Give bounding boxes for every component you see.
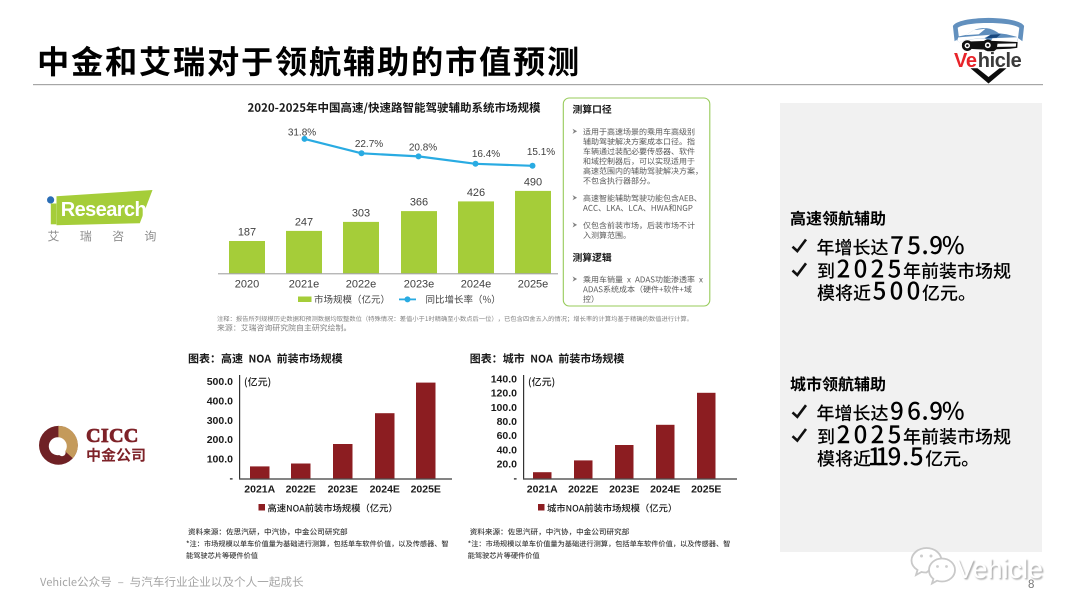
svg-text:2022E: 2022E [568,484,598,496]
svg-text:200.0: 200.0 [207,434,233,446]
svg-text:31.8%: 31.8% [288,128,316,139]
svg-text:hicle: hicle [978,50,1022,72]
svg-text:2020: 2020 [235,279,259,291]
svg-text:Ve: Ve [954,50,977,72]
svg-text:247: 247 [295,216,313,228]
svg-text:-: - [230,473,234,485]
svg-text:120.0: 120.0 [491,388,517,400]
svg-text:2023E: 2023E [609,484,639,496]
svg-text:140.0: 140.0 [491,373,517,385]
svg-text:2021A: 2021A [244,484,275,496]
svg-text:-: - [514,473,518,485]
svg-text:2023e: 2023e [404,279,435,291]
svg-text:426: 426 [467,187,485,199]
svg-text:Research: Research [61,199,146,221]
svg-text:20.8%: 20.8% [409,142,437,153]
svg-text:40.0: 40.0 [497,444,518,456]
svg-text:100.0: 100.0 [207,454,233,466]
svg-text:22.7%: 22.7% [355,139,383,150]
svg-text:20.0: 20.0 [497,459,518,471]
svg-text:2024e: 2024e [461,279,492,291]
svg-text:80.0: 80.0 [497,416,518,428]
svg-text:500.0: 500.0 [207,376,233,388]
svg-text:2025E: 2025E [691,484,721,496]
svg-text:2021A: 2021A [527,484,558,496]
svg-text:2023E: 2023E [328,484,358,496]
svg-text:8: 8 [1028,579,1034,591]
svg-text:16.4%: 16.4% [472,149,500,160]
svg-text:490: 490 [524,176,542,188]
svg-text:400.0: 400.0 [207,395,233,407]
svg-text:2022e: 2022e [346,279,377,291]
svg-text:187: 187 [238,227,256,239]
svg-text:15.1%: 15.1% [527,147,555,158]
svg-text:2024E: 2024E [370,484,400,496]
svg-text:CICC: CICC [86,425,139,447]
svg-text:2022E: 2022E [286,484,316,496]
svg-text:2025E: 2025E [411,484,441,496]
svg-text:Vehicle: Vehicle [956,554,1043,584]
svg-text:366: 366 [410,197,428,209]
svg-text:60.0: 60.0 [497,430,518,442]
svg-text:300.0: 300.0 [207,415,233,427]
svg-text:100.0: 100.0 [491,402,517,414]
svg-text:2025e: 2025e [518,279,549,291]
svg-text:2021e: 2021e [289,279,320,291]
svg-text:303: 303 [352,207,370,219]
svg-text:2024E: 2024E [650,484,680,496]
